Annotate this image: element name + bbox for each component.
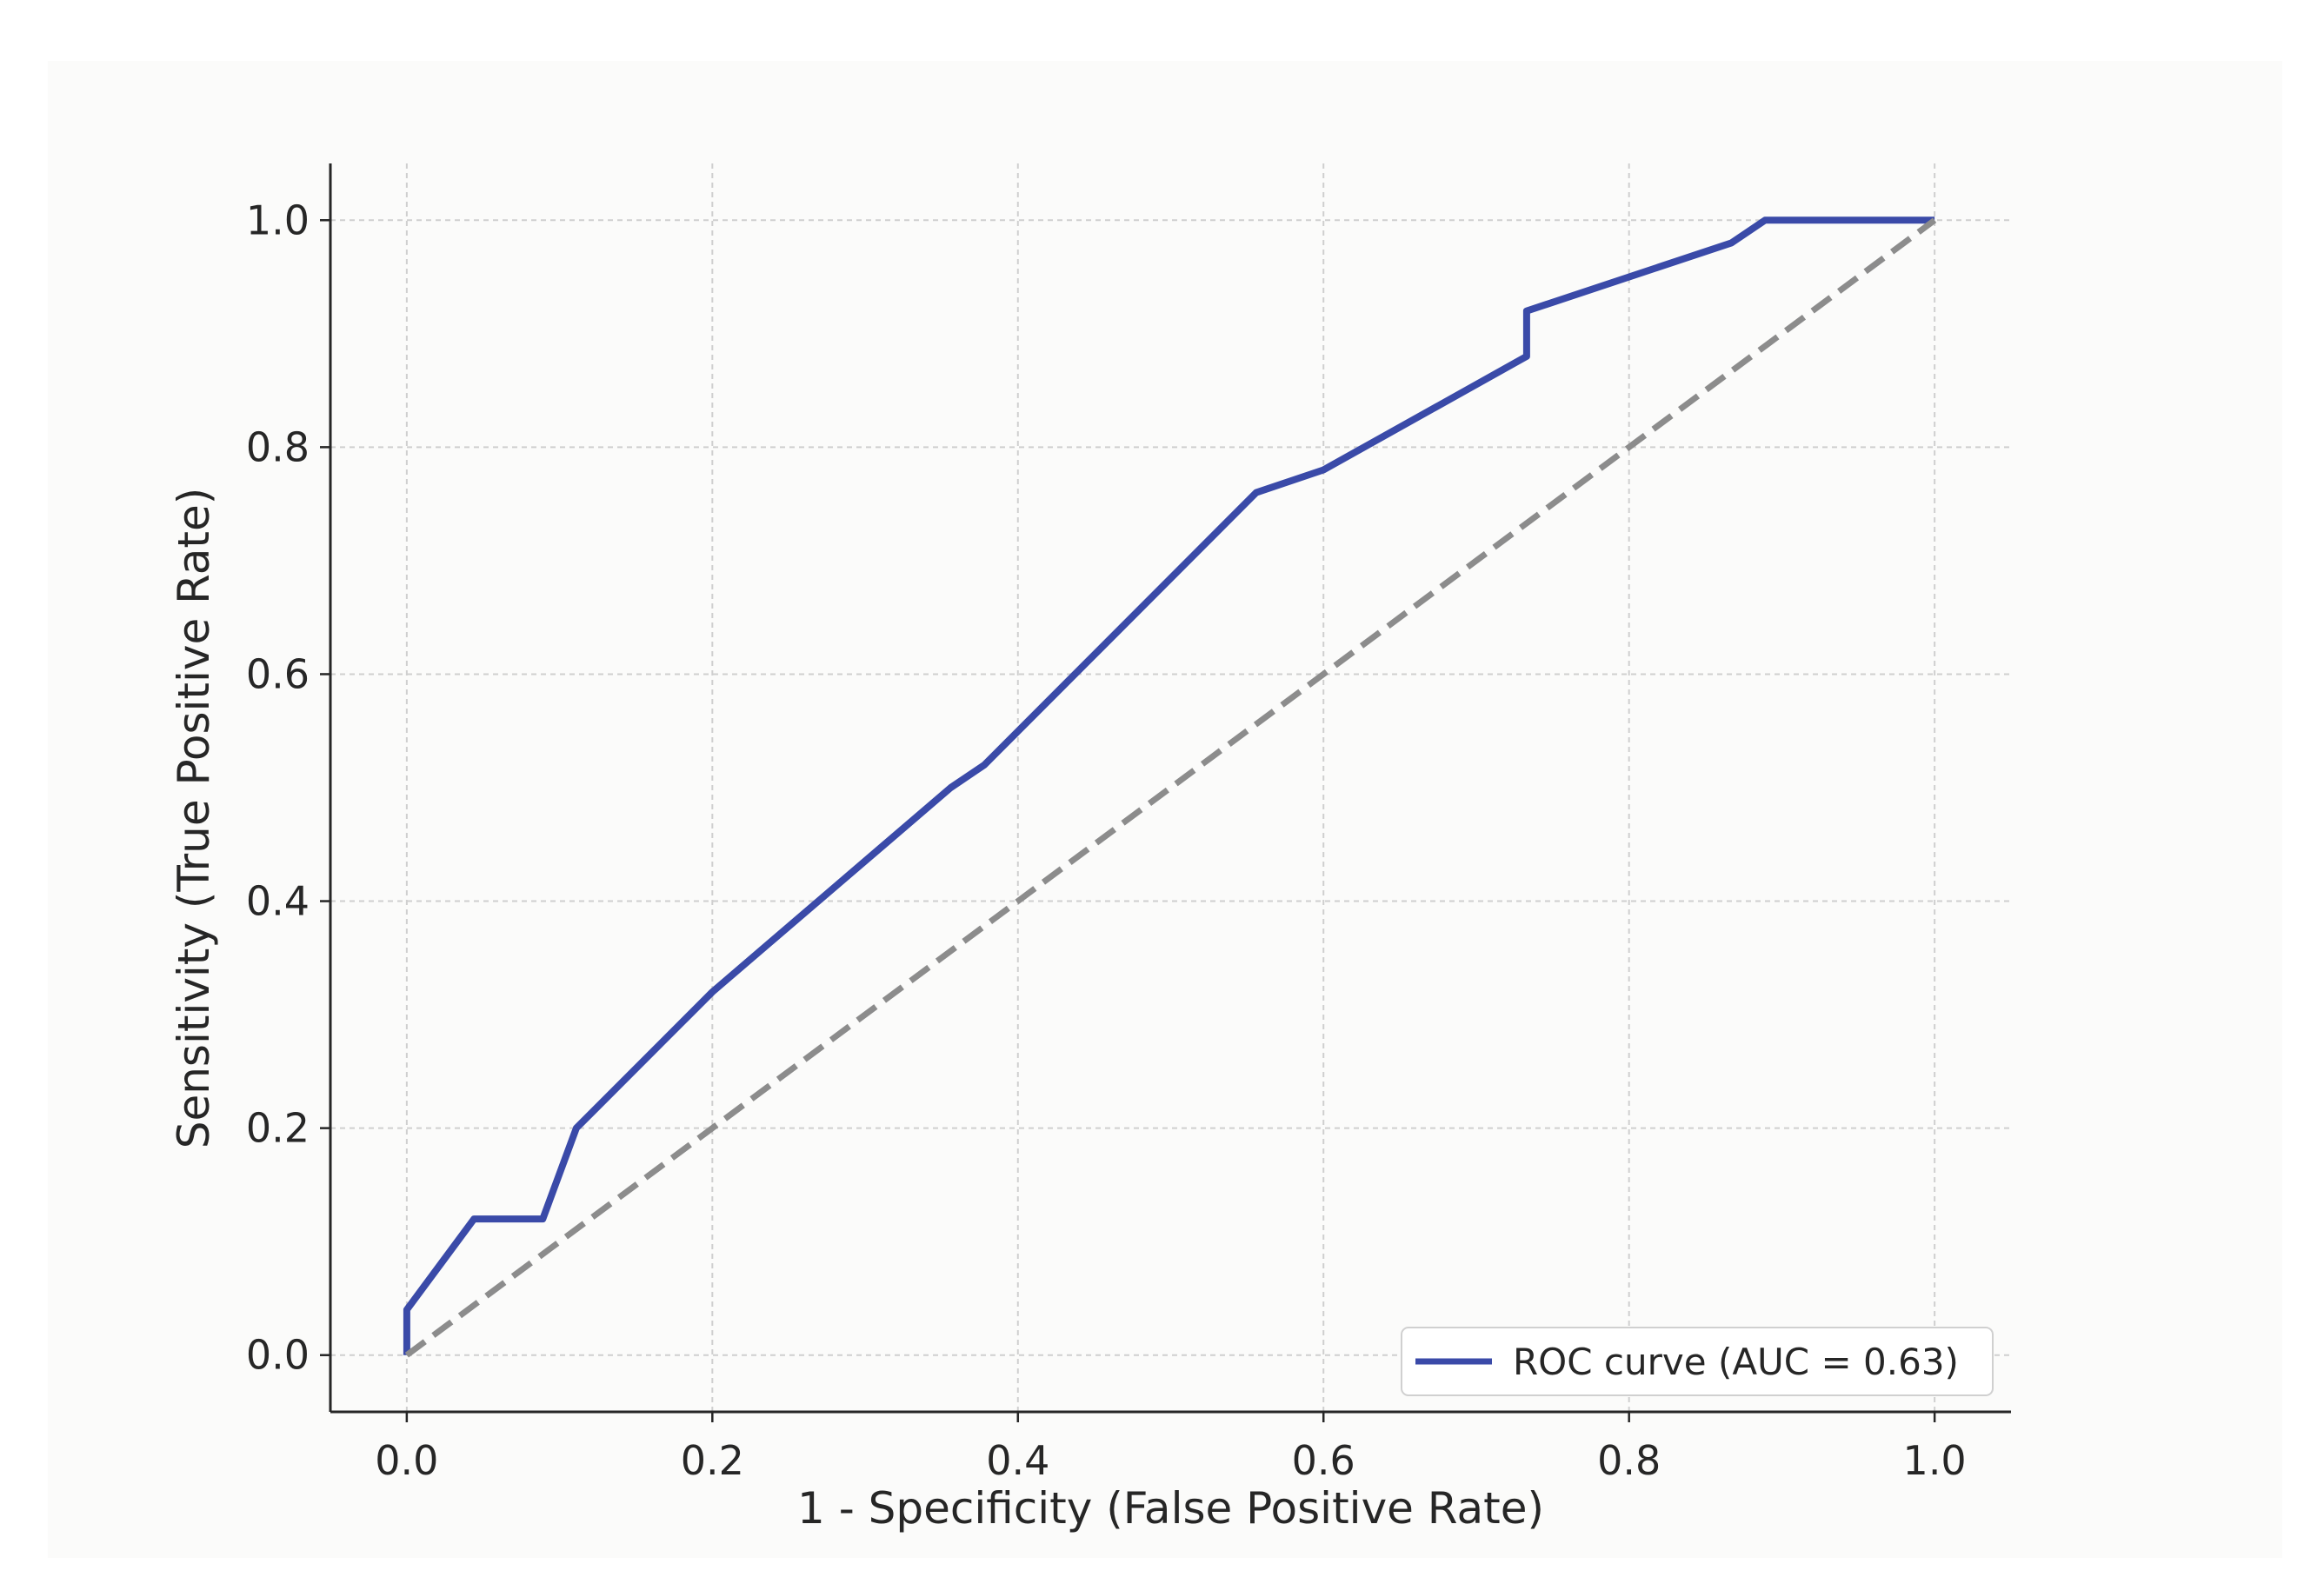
x-tick-label: 1.0: [1903, 1437, 1967, 1484]
y-tick-label: 0.8: [246, 423, 310, 470]
y-axis-label: Sensitivity (True Positive Rate): [169, 488, 219, 1149]
chance-diagonal-line: [404, 217, 1937, 1358]
roc-curve-line: [403, 216, 1935, 1355]
y-tick-label: 0.6: [246, 650, 310, 697]
y-tick-label: 1.0: [246, 196, 310, 243]
x-tick-label: 0.0: [375, 1437, 438, 1484]
x-axis-label: 1 - Specificity (False Positive Rate): [797, 1483, 1544, 1534]
figure-panel: [48, 61, 2282, 1558]
tick-labels: 0.0 0.2 0.4 0.6 0.8 1.0 0.0 0.2 0.4 0.6 0.8 1.0: [246, 196, 1967, 1484]
y-tick-label: 0.4: [246, 878, 310, 925]
legend-label: ROC curve (AUC = 0.63): [1513, 1341, 1959, 1383]
x-tick-label: 0.4: [986, 1437, 1049, 1484]
axes: [320, 163, 2011, 1422]
x-tick-label: 0.6: [1292, 1437, 1355, 1484]
x-tick-label: 0.8: [1597, 1437, 1661, 1484]
y-tick-label: 0.0: [246, 1332, 310, 1379]
x-tick-label: 0.2: [681, 1437, 744, 1484]
legend: ROC curve (AUC = 0.63): [1401, 1327, 1994, 1396]
legend-box: [1401, 1327, 1994, 1396]
y-tick-label: 0.2: [246, 1105, 310, 1152]
series-lines: [403, 216, 1937, 1358]
